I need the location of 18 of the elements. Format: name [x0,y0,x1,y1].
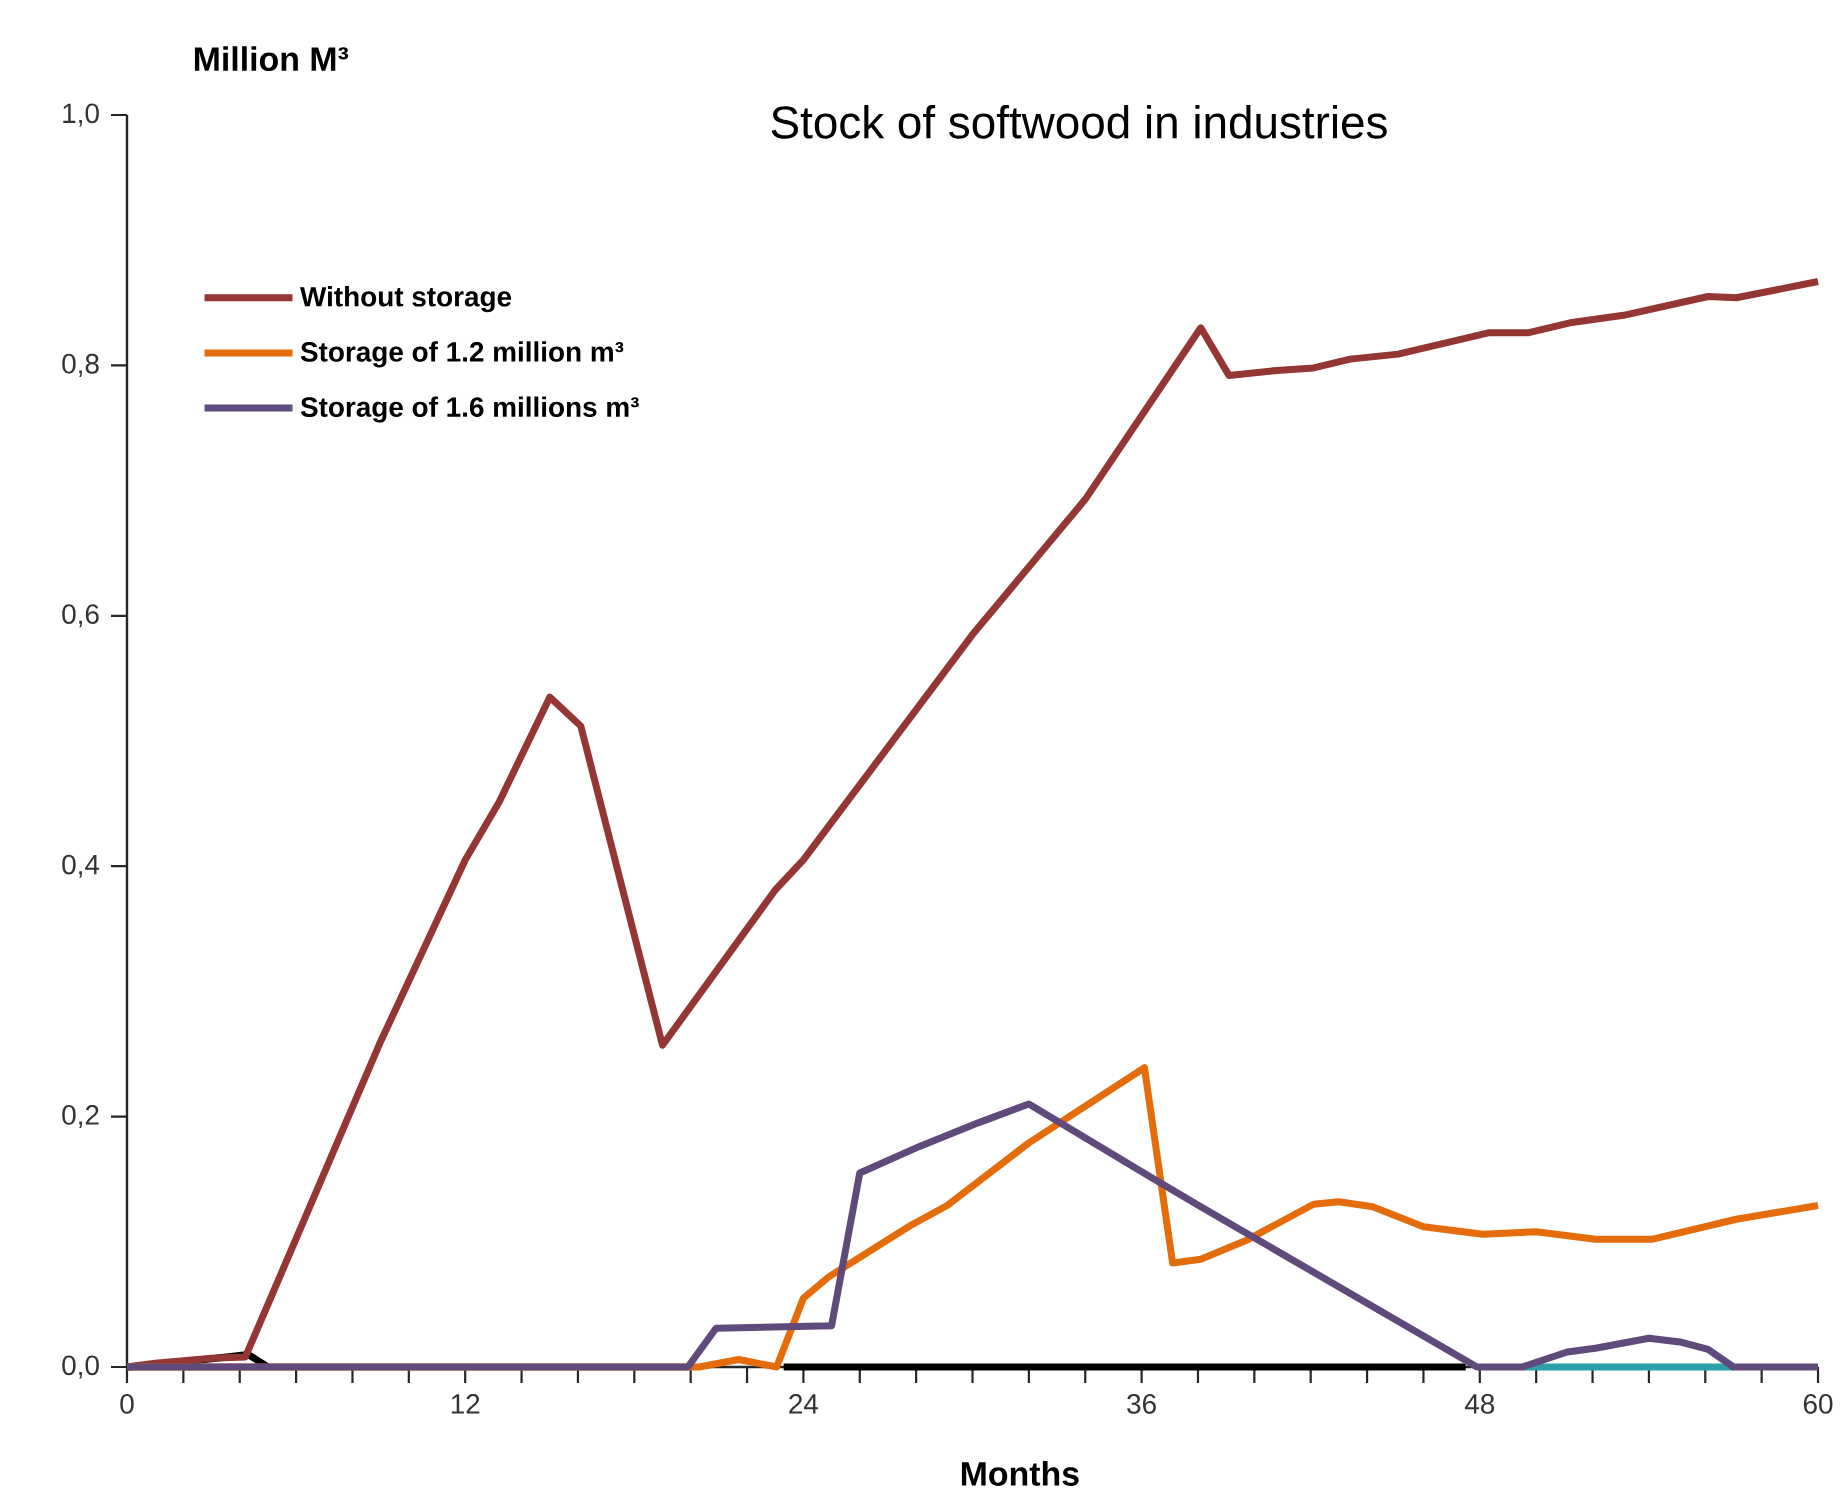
x-axis-title: Months [961,1461,1079,1486]
y-tick-label: 0,4 [62,854,100,878]
x-tick-label: 48 [1464,1394,1495,1414]
chart-title: Stock of softwood in industries [771,104,1387,139]
y-axis-title: Million M³ [194,46,349,72]
x-tick-label: 0 [120,1394,134,1414]
y-tick-label: 0,6 [62,604,99,628]
x-tick-label: 36 [1127,1394,1156,1414]
legend-label: Storage of 1.6 millions m³ [300,396,639,423]
x-tick-label: 12 [451,1394,480,1414]
x-tick-label: 60 [1803,1394,1833,1414]
y-tick-label: 0,2 [62,1105,99,1129]
x-tick-label: 24 [789,1394,819,1414]
legend-label: Without storage [300,286,512,313]
y-tick-label: 1,0 [63,103,99,127]
y-tick-label: 0,0 [62,1355,99,1379]
y-tick-label: 0,8 [62,353,99,377]
legend-label: Storage of 1.2 million m³ [300,341,624,368]
